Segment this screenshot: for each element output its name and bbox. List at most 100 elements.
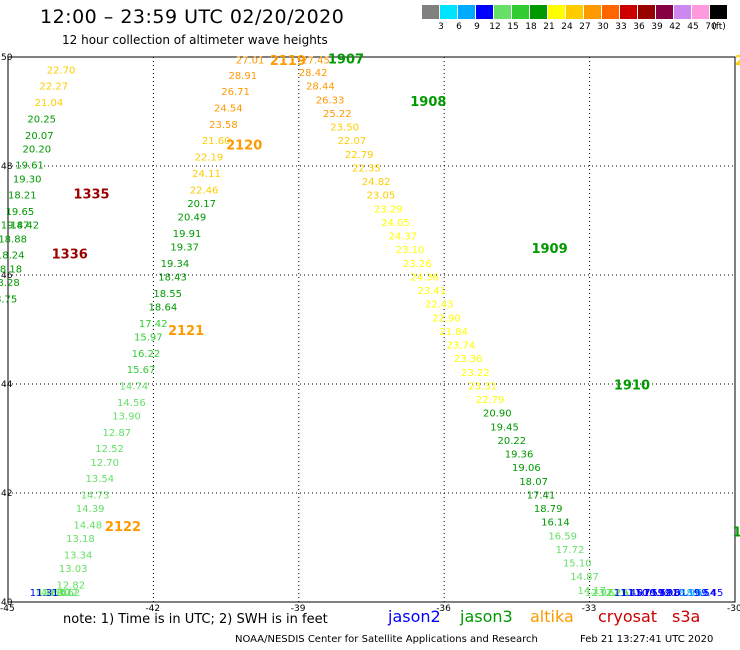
color-scale-label: 27 — [579, 22, 591, 32]
wave-height-value: 14.10 — [42, 588, 71, 599]
wave-height-value: 23.05 — [367, 191, 396, 202]
wave-height-value: 10.57 — [636, 588, 665, 599]
wave-height-value: 18.55 — [153, 289, 182, 300]
map-frame — [7, 56, 736, 603]
color-scale-swatch — [422, 5, 439, 19]
color-scale-swatch — [494, 5, 511, 19]
wave-height-value: 23.50 — [330, 123, 359, 134]
wave-height-value: 12.22 — [49, 588, 78, 599]
color-scale-label: 24 — [561, 22, 573, 32]
wave-height-value: 12.82 — [56, 580, 85, 591]
wave-height-value: 18.07 — [519, 477, 548, 488]
page-subtitle: 12 hour collection of altimeter wave hei… — [62, 33, 328, 47]
wave-height-value: 22.79 — [345, 150, 374, 161]
color-scale-label: 6 — [456, 22, 462, 32]
wave-height-value: 20.25 — [27, 114, 56, 125]
wave-height-value: 14.56 — [117, 398, 146, 409]
wave-height-value: 22.35 — [352, 163, 381, 174]
wave-height-value: 9.61 — [665, 588, 687, 599]
color-scale-swatch — [638, 5, 655, 19]
lon-tick-label: -33 — [582, 604, 597, 614]
wave-height-value: 23.26 — [403, 259, 432, 270]
wave-height-value: 18.75 — [0, 294, 17, 305]
wave-height-value: 22.70 — [47, 65, 76, 76]
wave-height-value: 22.19 — [195, 153, 224, 164]
color-scale-swatch — [566, 5, 583, 19]
wave-height-value: 23.22 — [461, 368, 490, 379]
color-scale-label: 36 — [633, 22, 645, 32]
pass-label: 191 — [733, 526, 740, 541]
wave-height-value: 21.84 — [439, 327, 468, 338]
wave-height-value: 22.27 — [40, 82, 69, 93]
pass-label: 27 — [735, 54, 740, 69]
wave-height-value: 13.62 — [52, 588, 81, 599]
wave-height-value: 13.90 — [112, 411, 141, 422]
color-scale-swatch — [692, 5, 709, 19]
lat-tick-label: 50 — [1, 53, 13, 63]
wave-height-value: 12.70 — [90, 458, 119, 469]
wave-height-value: 22.43 — [425, 300, 454, 311]
pass-label: 1335 — [73, 188, 109, 203]
legend-item-cryosat: cryosat — [598, 607, 658, 626]
wave-height-value: 14.87 — [570, 572, 599, 583]
legend-item-s3a: s3a — [672, 607, 701, 626]
wave-height-value: 28.42 — [299, 68, 328, 79]
color-scale-swatch — [440, 5, 457, 19]
wave-height-value: 23.41 — [418, 286, 447, 297]
wave-height-value: 22.07 — [338, 136, 367, 147]
wave-height-value: 25.22 — [323, 109, 352, 120]
wave-height-value: 20.49 — [178, 213, 207, 224]
wave-height-value: 24.11 — [192, 169, 221, 180]
wave-height-value: 20.22 — [498, 436, 527, 447]
wave-height-value: 13.62 — [592, 588, 621, 599]
color-scale-swatch — [476, 5, 493, 19]
wave-height-value: 28.44 — [306, 82, 335, 93]
wave-height-value: 12.92 — [585, 588, 614, 599]
wave-height-value: 11.97 — [621, 588, 650, 599]
wave-height-value: 22.46 — [190, 185, 219, 196]
wave-height-value: 19.37 — [170, 242, 199, 253]
wave-height-value: 12.63 — [607, 588, 636, 599]
pass-label: 2119 — [270, 54, 306, 69]
wave-height-value: 14.17 — [577, 586, 606, 597]
page-title: 12:00 – 23:59 UTC 02/20/2020 — [40, 6, 345, 28]
color-scale-label: 9 — [474, 22, 480, 32]
wave-height-value: 12.52 — [95, 444, 124, 455]
wave-height-value: 9.98 — [657, 588, 679, 599]
legend-item-jason2: jason2 — [388, 607, 441, 626]
wave-height-value: 9.45 — [701, 588, 723, 599]
wave-height-value: 24.36 — [410, 272, 439, 283]
lon-tick-label: -42 — [145, 604, 160, 614]
wave-height-value: 16.14 — [541, 518, 570, 529]
color-scale-swatch — [620, 5, 637, 19]
legend-item-altika: altika — [530, 607, 574, 626]
wave-height-value: 27.01 — [236, 56, 265, 67]
color-scale-swatch — [530, 5, 547, 19]
wave-height-value: 13.50 — [37, 588, 66, 599]
wave-height-value: 19.91 — [173, 229, 202, 240]
wave-height-value: 19.36 — [505, 450, 534, 461]
wave-height-value: 24.54 — [214, 104, 243, 115]
wave-height-value: 26.71 — [221, 87, 250, 98]
color-scale-label: 33 — [615, 22, 627, 32]
lon-tick-label: -45 — [0, 604, 15, 614]
wave-height-value: 23.36 — [454, 354, 483, 365]
lat-tick-label: 46 — [1, 271, 13, 281]
wave-height-value: 17.41 — [527, 490, 556, 501]
wave-height-value: 15.67 — [127, 365, 156, 376]
wave-height-value: 23.58 — [209, 120, 238, 131]
pass-label: 1910 — [614, 378, 650, 393]
color-scale-label: 15 — [507, 22, 519, 32]
lat-tick-label: 42 — [1, 489, 12, 499]
wave-height-value: 28.91 — [229, 71, 258, 82]
wave-height-value: 26.33 — [316, 95, 345, 106]
wave-height-value: 24.37 — [388, 232, 417, 243]
wave-height-value: 19.65 — [6, 207, 35, 218]
wave-height-value: 12.29 — [599, 588, 628, 599]
wave-height-value: 15.10 — [563, 559, 592, 570]
wave-height-value: 11.71 — [628, 588, 657, 599]
wave-height-value: 18.28 — [0, 278, 20, 289]
lon-tick-label: -36 — [436, 604, 451, 614]
pass-label: 2122 — [105, 520, 141, 535]
color-scale-label: 21 — [543, 22, 555, 32]
